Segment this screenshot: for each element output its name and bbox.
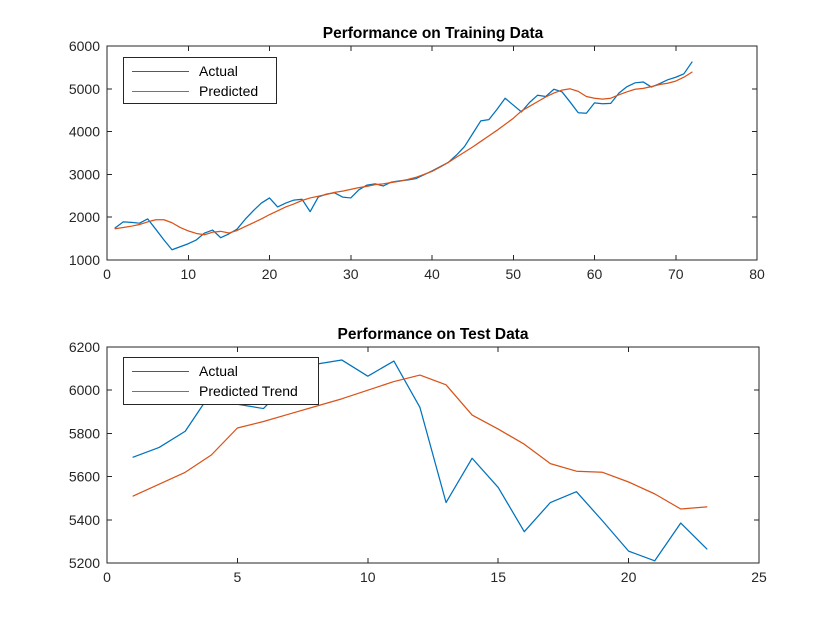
x-tick-label: 40 [424, 266, 440, 282]
y-tick-label: 2000 [69, 209, 100, 225]
legend-entry-actual: Actual [124, 361, 318, 381]
axes-box [106, 346, 760, 564]
predicted-line-swatch [132, 90, 189, 92]
x-tick-label: 0 [103, 569, 111, 585]
x-tick-label: 20 [621, 569, 637, 585]
y-tick-label: 5400 [69, 512, 100, 528]
x-tick-label: 60 [587, 266, 603, 282]
y-tick-label: 6000 [69, 38, 100, 54]
training-chart-title: Performance on Training Data [322, 25, 544, 42]
legend-entry-actual: Actual [124, 61, 276, 81]
x-tick-label: 5 [234, 569, 242, 585]
x-tick-label: 80 [749, 266, 765, 282]
series-line-predicted-trend [132, 374, 708, 510]
x-tick-label: 70 [668, 266, 684, 282]
legend-label-actual: Actual [199, 363, 238, 379]
training-legend: Actual Predicted [123, 57, 277, 104]
y-tick-label: 5200 [69, 555, 100, 571]
x-tick-label: 20 [262, 266, 278, 282]
x-tick-label: 30 [343, 266, 359, 282]
x-tick-label: 25 [751, 569, 767, 585]
x-tick-label: 15 [490, 569, 506, 585]
y-tick-label: 5800 [69, 425, 100, 441]
y-tick-label: 5000 [69, 81, 100, 97]
x-tick-label: 0 [103, 266, 111, 282]
y-tick-label: 3000 [69, 166, 100, 182]
actual-line-swatch [132, 70, 189, 72]
series-line-predicted [114, 71, 693, 236]
test-legend: Actual Predicted Trend [123, 357, 319, 405]
y-tick-label: 6000 [69, 382, 100, 398]
legend-entry-predicted-trend: Predicted Trend [124, 381, 318, 401]
predicted-trend-line-swatch [132, 390, 189, 392]
x-tick-label: 10 [180, 266, 196, 282]
x-tick-label: 50 [505, 266, 521, 282]
y-tick-label: 4000 [69, 124, 100, 140]
legend-entry-predicted: Predicted [124, 81, 276, 101]
y-tick-label: 1000 [69, 252, 100, 268]
y-tick-label: 5600 [69, 469, 100, 485]
legend-label-predicted: Predicted [199, 83, 259, 99]
x-tick-label: 10 [360, 569, 376, 585]
test-chart-title: Performance on Test Data [337, 326, 529, 343]
legend-label-actual: Actual [199, 63, 238, 79]
y-tick-label: 6200 [69, 339, 100, 355]
actual-line-swatch [132, 370, 189, 372]
legend-label-predicted-trend: Predicted Trend [199, 383, 298, 399]
